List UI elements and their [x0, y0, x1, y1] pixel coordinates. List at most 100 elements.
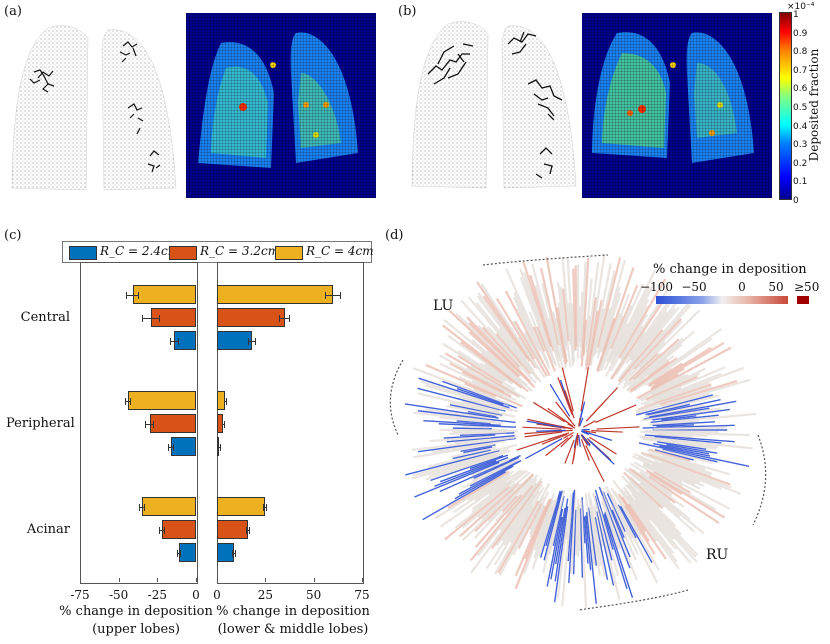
xlabel-right-line2: (lower & middle lobes)	[213, 622, 373, 637]
legend-label-2: R_C = 3.2cm	[200, 244, 279, 258]
tree-inner-branch	[590, 437, 617, 454]
legend-swatch-2	[169, 246, 197, 260]
error-bar	[145, 424, 154, 425]
error-bar	[222, 424, 225, 425]
x-tick-mark	[314, 578, 315, 582]
tree-inner-branch	[589, 440, 614, 464]
error-bar	[263, 507, 267, 508]
legend-swatch-1	[69, 246, 97, 260]
x-tick-label: 0	[202, 588, 232, 602]
bar	[133, 285, 196, 304]
error-bar	[126, 295, 138, 296]
colorbar-label: Deposited fraction	[807, 45, 821, 165]
tree-branch	[576, 507, 577, 555]
tree-scale-tick-2: −50	[678, 280, 710, 294]
error-bar	[139, 507, 145, 508]
airway-tree-image-b	[408, 14, 580, 198]
error-bar	[125, 401, 131, 402]
tree-scale-tick-1: −100	[640, 280, 672, 294]
tree-inner-branch	[596, 427, 639, 429]
x-tick-label: -50	[104, 588, 134, 602]
tree-inner-branch	[579, 435, 581, 447]
panel-label-c: (c)	[4, 228, 21, 243]
x-tick-mark	[119, 578, 120, 582]
colorbar-exponent: ×10⁻⁴	[787, 2, 814, 12]
category-label: Acinar	[6, 522, 70, 537]
tree-branch	[576, 266, 577, 347]
tree-branch	[654, 428, 727, 429]
tree-inner-branch	[591, 431, 622, 432]
tree-inner-branch	[546, 438, 569, 456]
legend-label-3: R_C = 4cm	[306, 244, 374, 258]
tree-inner-branch	[595, 405, 636, 423]
tree-inner-branch	[522, 427, 561, 429]
bar	[217, 520, 248, 539]
xlabel-left-line1: % change in deposition	[56, 604, 216, 619]
tree-legend-title: % change in deposition	[653, 262, 807, 277]
tree-color-scale	[656, 296, 788, 304]
tree-inner-branch	[533, 402, 564, 421]
lobe-label-lu: LU	[433, 298, 453, 314]
lobe-label-ru: RU	[706, 547, 728, 563]
error-bar	[248, 341, 256, 342]
x-tick-label: 75	[347, 588, 377, 602]
x-tick-label: -75	[65, 588, 95, 602]
airway-tree-image-a	[8, 18, 180, 198]
error-bar	[142, 318, 161, 319]
deposition-heatmap-b	[582, 13, 772, 198]
error-bar	[325, 295, 340, 296]
tree-inner-branch	[526, 421, 562, 427]
tree-inner-branch	[583, 421, 595, 427]
lobe-arc	[390, 360, 403, 435]
error-bar	[159, 530, 165, 531]
x-tick-mark	[196, 578, 197, 582]
lobe-arc	[753, 435, 766, 525]
tree-inner-branch	[577, 433, 578, 440]
error-bar	[246, 530, 250, 531]
x-tick-mark	[265, 578, 266, 582]
bar	[171, 437, 196, 456]
x-tick-label: 25	[250, 588, 280, 602]
x-tick-mark	[362, 578, 363, 582]
colorbar-label-wrap: Deposited fraction	[806, 40, 820, 170]
bar	[217, 331, 252, 350]
bar	[162, 520, 196, 539]
xlabel-right-line1: % change in deposition	[213, 604, 373, 619]
bar	[217, 285, 333, 304]
colorbar-tick: 0.9	[793, 29, 807, 39]
x-tick-label: 50	[299, 588, 329, 602]
category-label: Peripheral	[6, 416, 70, 431]
tree-overflow-swatch	[797, 296, 809, 304]
x-tick-mark	[217, 578, 218, 582]
legend-label-1: R_C = 2.4cm	[100, 244, 179, 258]
error-bar	[218, 447, 221, 448]
bar	[142, 497, 196, 516]
error-bar	[224, 401, 227, 402]
xlabel-left-line2: (upper lobes)	[56, 622, 216, 637]
error-bar	[177, 553, 180, 554]
bar	[217, 308, 285, 327]
panel-label-a: (a)	[4, 4, 22, 19]
legend-swatch-3	[275, 246, 303, 260]
tree-scale-tick-3: 0	[726, 280, 758, 294]
error-bar	[168, 447, 174, 448]
bar	[217, 497, 265, 516]
legend: R_C = 2.4cm R_C = 3.2cm R_C = 4cm	[62, 241, 372, 263]
bar	[128, 391, 196, 410]
tree-inner-branch	[586, 401, 605, 422]
colorbar-tick: 1	[793, 10, 799, 20]
error-bar	[232, 553, 236, 554]
error-bar	[279, 318, 291, 319]
x-tick-label: -25	[142, 588, 172, 602]
tree-overflow-label: ≥50	[794, 280, 819, 294]
category-label: Central	[6, 310, 70, 325]
bar	[179, 543, 196, 562]
tree-branch	[579, 504, 580, 551]
bar	[150, 414, 196, 433]
tree-scale-tick-4: 50	[760, 280, 792, 294]
deposition-heatmap-a	[186, 13, 376, 198]
x-tick-mark	[80, 578, 81, 582]
x-tick-mark	[157, 578, 158, 582]
error-bar	[170, 341, 179, 342]
tree-branch	[462, 427, 489, 428]
